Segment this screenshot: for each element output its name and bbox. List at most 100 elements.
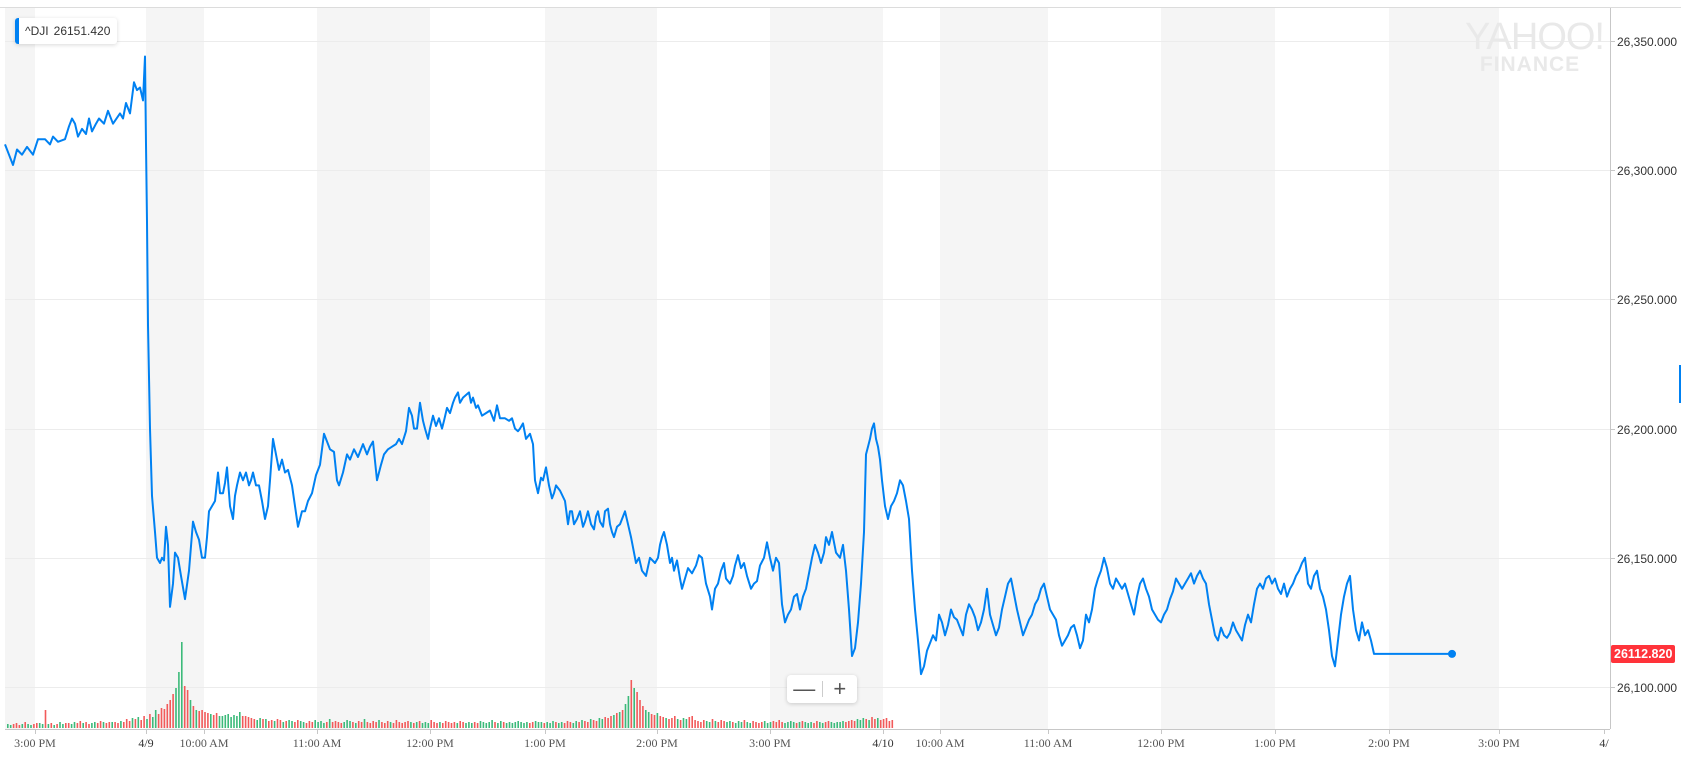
- volume-bar: [79, 721, 82, 728]
- volume-bar: [560, 722, 563, 728]
- volume-bar: [711, 719, 714, 728]
- y-axis-label: 26,150.000: [1617, 551, 1678, 566]
- volume-bar: [578, 722, 580, 728]
- volume-bar: [653, 715, 656, 728]
- volume-bar: [407, 721, 409, 728]
- scroll-handle[interactable]: [1679, 365, 1681, 403]
- volume-bar: [671, 718, 673, 728]
- volume-bar: [749, 723, 751, 728]
- volume-bar: [616, 713, 618, 728]
- volume-bar: [514, 722, 517, 728]
- volume-bar: [337, 722, 340, 728]
- volume-bar: [453, 722, 456, 728]
- volume-bar: [346, 720, 348, 728]
- volume-bar: [502, 722, 505, 728]
- volume-bar: [755, 722, 757, 728]
- volume-bar: [134, 719, 137, 728]
- volume-bar: [311, 722, 314, 728]
- volume-bar: [566, 721, 569, 728]
- x-axis-label: 3:00 PM: [1478, 736, 1520, 750]
- volume-bar: [352, 722, 354, 728]
- volume-bar: [384, 723, 386, 728]
- volume-bar: [108, 722, 111, 728]
- volume-bar: [189, 700, 192, 728]
- volume-bar: [784, 723, 786, 728]
- volume-bar: [418, 721, 421, 728]
- volume-bar: [575, 721, 577, 728]
- volume-bar: [563, 723, 566, 728]
- volume-bar: [868, 720, 870, 728]
- volume-bar: [821, 723, 824, 728]
- current-price-badge: 26112.820: [1611, 644, 1676, 663]
- volume-bar: [317, 722, 319, 728]
- volume-bar: [450, 723, 453, 728]
- volume-bar: [500, 721, 502, 728]
- volume-bar: [589, 719, 592, 728]
- x-axis-ticks: [35, 729, 1605, 734]
- legend-symbol: ^DJI: [25, 24, 49, 38]
- volume-bar: [720, 720, 722, 728]
- volume-bar: [531, 722, 534, 728]
- volume-bar: [24, 722, 26, 728]
- volume-bar: [630, 680, 633, 728]
- volume-bar: [679, 720, 682, 728]
- volume-bar: [386, 721, 389, 728]
- volume-bar: [163, 709, 166, 728]
- volume-bar: [505, 723, 508, 728]
- x-axis-label: 11:00 AM: [1023, 736, 1073, 750]
- volume-bar: [592, 720, 595, 728]
- volume-bar: [314, 720, 316, 728]
- volume-bar: [543, 723, 546, 728]
- session-bands: [5, 8, 1499, 729]
- volume-bar: [485, 723, 488, 728]
- volume-bar: [508, 722, 511, 728]
- zoom-in-button[interactable]: +: [833, 676, 847, 701]
- volume-bar: [285, 721, 287, 728]
- volume-bar: [355, 723, 357, 728]
- volume-bar: [676, 719, 679, 728]
- volume-bar: [70, 724, 73, 728]
- volume-bar: [781, 722, 783, 728]
- session-band: [770, 8, 883, 729]
- volume-bar: [882, 719, 885, 728]
- volume-bar: [491, 720, 493, 728]
- volume-bar: [737, 721, 740, 728]
- zoom-out-button[interactable]: —: [793, 676, 816, 701]
- volume-bar: [885, 718, 888, 728]
- volume-bar: [36, 723, 38, 728]
- volume-bar: [758, 723, 760, 728]
- x-axis-label: 3:00 PM: [14, 736, 56, 750]
- volume-bar: [433, 722, 435, 728]
- volume-bar: [526, 722, 528, 728]
- volume-bar: [215, 713, 218, 728]
- volume-bar: [659, 716, 662, 728]
- volume-bar: [33, 724, 35, 728]
- volume-bar: [691, 716, 693, 728]
- volume-bar: [247, 717, 250, 728]
- volume-bar: [723, 721, 725, 728]
- volume-bar: [462, 722, 464, 728]
- volume-bar: [392, 723, 395, 728]
- volume-bar: [117, 723, 119, 728]
- volume-bar: [299, 721, 302, 728]
- volume-bar: [236, 716, 238, 728]
- volume-bar: [529, 723, 531, 728]
- volume-bar: [439, 722, 441, 728]
- session-band: [5, 8, 35, 729]
- volume-bar: [697, 721, 699, 728]
- volume-bar: [227, 714, 229, 728]
- volume-bar: [621, 710, 624, 728]
- volume-bar: [102, 722, 105, 728]
- volume-bar: [792, 722, 795, 728]
- volume-bar: [360, 722, 363, 728]
- volume-bar: [601, 719, 604, 728]
- volume-bar: [334, 721, 337, 728]
- volume-bar: [511, 723, 514, 728]
- volume-bar: [798, 722, 801, 728]
- series-legend[interactable]: ^DJI 26151.420: [15, 18, 118, 44]
- volume-bar: [853, 721, 856, 728]
- watermark-finance: FINANCE: [1479, 53, 1581, 76]
- volume-bar: [18, 725, 21, 728]
